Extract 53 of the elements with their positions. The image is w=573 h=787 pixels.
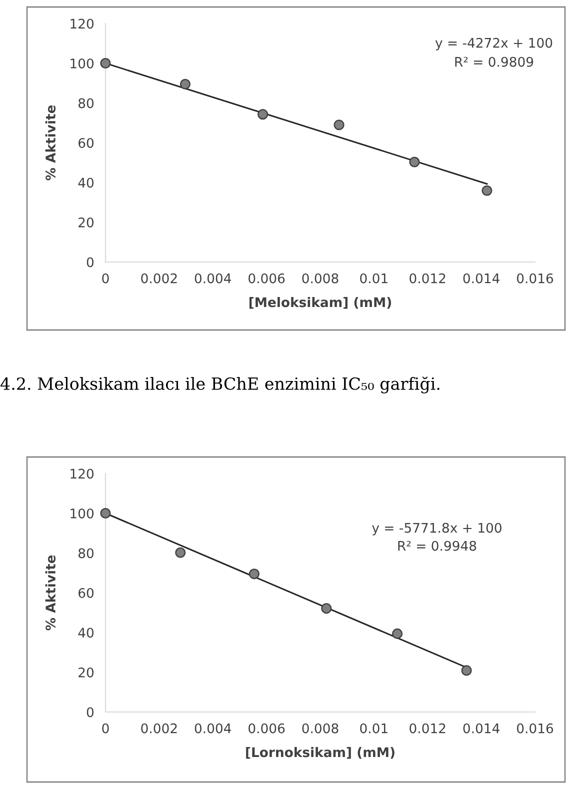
x-tick-label: 0.002 xyxy=(141,273,177,284)
point xyxy=(248,568,260,580)
y-tick-label: 120 xyxy=(70,18,94,29)
y-tick-label: 80 xyxy=(78,98,94,108)
point xyxy=(334,120,344,130)
x-tick-label: 0.016 xyxy=(516,273,554,284)
annotation: R² = 0.9948 xyxy=(398,540,476,551)
x-tick-label: 0.014 xyxy=(463,723,500,734)
x-axis-title: [Meloksikam] (mM) xyxy=(249,296,392,309)
y-tick-label: 60 xyxy=(78,138,94,148)
y-tick-label: 40 xyxy=(78,178,94,188)
y-tick-label: 20 xyxy=(78,217,94,228)
x-tick-label: 0.004 xyxy=(194,273,232,284)
x-tick-label: 0.006 xyxy=(248,273,285,284)
x-tick-label: 0.012 xyxy=(410,723,446,734)
point xyxy=(258,109,268,120)
point xyxy=(321,603,332,614)
point xyxy=(180,78,191,90)
x-tick-label: 0.006 xyxy=(248,723,285,734)
annotation: R² = 0.9809 xyxy=(455,56,534,67)
y-axis-title: % Aktivite xyxy=(45,105,56,180)
y-tick-label: 120 xyxy=(70,468,94,479)
x-tick-label: 0.002 xyxy=(141,723,177,734)
x-tick-label: 0 xyxy=(102,723,109,734)
x-tick-label: 0.012 xyxy=(410,273,446,284)
x-tick-label: 0.008 xyxy=(302,723,338,734)
y-tick-label: 0 xyxy=(86,257,94,268)
x-tick-label: 0.01 xyxy=(360,273,388,284)
y-tick-label: 100 xyxy=(70,508,94,518)
point xyxy=(461,665,472,676)
point xyxy=(175,547,186,558)
point xyxy=(409,156,420,168)
x-axis-title: [Lornoksikam] (mM) xyxy=(246,746,394,759)
point xyxy=(100,508,111,519)
y-tick-label: 60 xyxy=(78,588,94,598)
x-tick-label: 0.014 xyxy=(463,273,500,284)
text: 4.2. Meloksikam ilacı ile BChE enzimini IC₅₀ garfiği. xyxy=(0,376,440,394)
y-tick-label: 0 xyxy=(86,707,94,718)
y-tick-label: 100 xyxy=(70,58,94,68)
y-axis-title: % Aktivite xyxy=(45,555,56,630)
x-tick-label: 0.008 xyxy=(302,273,338,284)
point xyxy=(100,58,111,69)
y-tick-label: 20 xyxy=(78,667,94,678)
point xyxy=(482,185,492,196)
annotation: y = -4272x + 100 xyxy=(435,38,552,50)
x-tick-label: 0.004 xyxy=(194,723,232,734)
x-tick-label: 0 xyxy=(102,273,109,284)
y-tick-label: 40 xyxy=(78,628,94,638)
x-tick-label: 0.01 xyxy=(360,723,388,734)
y-tick-label: 80 xyxy=(78,548,94,558)
annotation: y = -5771.8x + 100 xyxy=(372,522,502,536)
x-tick-label: 0.016 xyxy=(516,723,554,734)
point xyxy=(392,628,403,639)
